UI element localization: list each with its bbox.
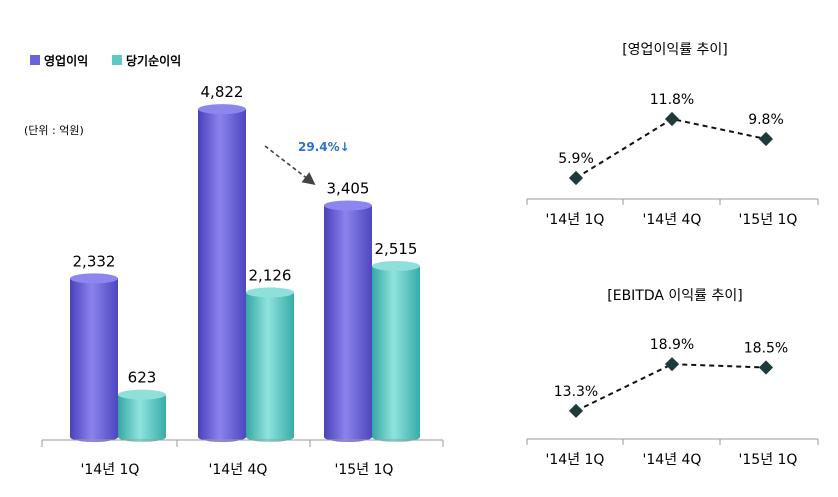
data-point — [758, 131, 774, 147]
x-tick-label: '14년 1Q — [81, 462, 140, 478]
bar-x-ticks: '14년 1Q '14년 4Q '15년 1Q — [41, 440, 444, 478]
series-line — [575, 363, 767, 412]
bar-top — [372, 260, 420, 271]
x-tick-label: '15년 1Q — [335, 462, 394, 478]
bar — [70, 278, 118, 442]
x-tick-label: '14년 4Q — [209, 462, 268, 478]
data-label: 2,515 — [375, 240, 418, 258]
bar-chart: 2,332 4,822 3,405 623 2,126 2,515 — [70, 83, 420, 442]
series-line — [575, 117, 767, 179]
data-label: 13.3% — [554, 384, 598, 400]
data-label: 5.9% — [558, 151, 594, 167]
data-label: 2,126 — [249, 266, 292, 284]
unit-note: (단위 : 억원) — [24, 124, 84, 137]
legend-label-net-income: 당기순이익 — [126, 53, 181, 68]
line-chart-2-title: [EBITDA 이익률 추이] — [607, 288, 742, 304]
x-tick-label: '15년 1Q — [739, 452, 798, 468]
x-tick-label: '14년 4Q — [643, 212, 702, 228]
data-label: 2,332 — [73, 252, 116, 270]
data-label: 11.8% — [650, 92, 694, 108]
data-label: 18.9% — [650, 337, 694, 353]
data-label: 623 — [128, 369, 157, 387]
legend-swatch-operating-profit — [30, 55, 40, 65]
x-tick-label: '15년 1Q — [739, 212, 798, 228]
bar-top — [198, 104, 246, 115]
legend-label-operating-profit: 영업이익 — [44, 53, 88, 68]
bar — [324, 205, 372, 442]
x-tick-label: '14년 4Q — [643, 452, 702, 468]
bar-top — [324, 200, 372, 211]
data-label: 4,822 — [201, 83, 244, 101]
data-label: 18.5% — [744, 341, 788, 357]
data-label: 3,405 — [327, 179, 370, 197]
x-tick-label: '14년 1Q — [546, 452, 605, 468]
bar-top — [118, 389, 166, 400]
bar — [198, 109, 246, 442]
line-chart-1-title: [영업이익률 추이] — [622, 42, 728, 58]
change-label: 29.4%↓ — [298, 140, 350, 154]
data-point — [758, 360, 774, 375]
x-tick-label: '14년 1Q — [546, 212, 605, 228]
data-point — [664, 111, 680, 127]
bar — [246, 292, 294, 442]
data-point — [664, 357, 680, 372]
data-point — [568, 403, 584, 418]
bar-top — [246, 287, 294, 298]
legend: 영업이익 당기순이익 — [30, 53, 181, 68]
legend-swatch-net-income — [112, 55, 122, 65]
line-chart-1: 5.9% 11.8% 9.8% '14년 1Q '14년 4Q '15년 1Q — [526, 92, 819, 228]
data-point — [568, 170, 584, 186]
change-arrow — [264, 145, 316, 185]
line-chart-2: 13.3% 18.9% 18.5% '14년 1Q '14년 4Q '15년 1Q — [526, 337, 819, 468]
bar-top — [70, 273, 118, 284]
bar — [118, 394, 166, 442]
data-label: 9.8% — [748, 112, 784, 128]
bar — [372, 265, 420, 442]
